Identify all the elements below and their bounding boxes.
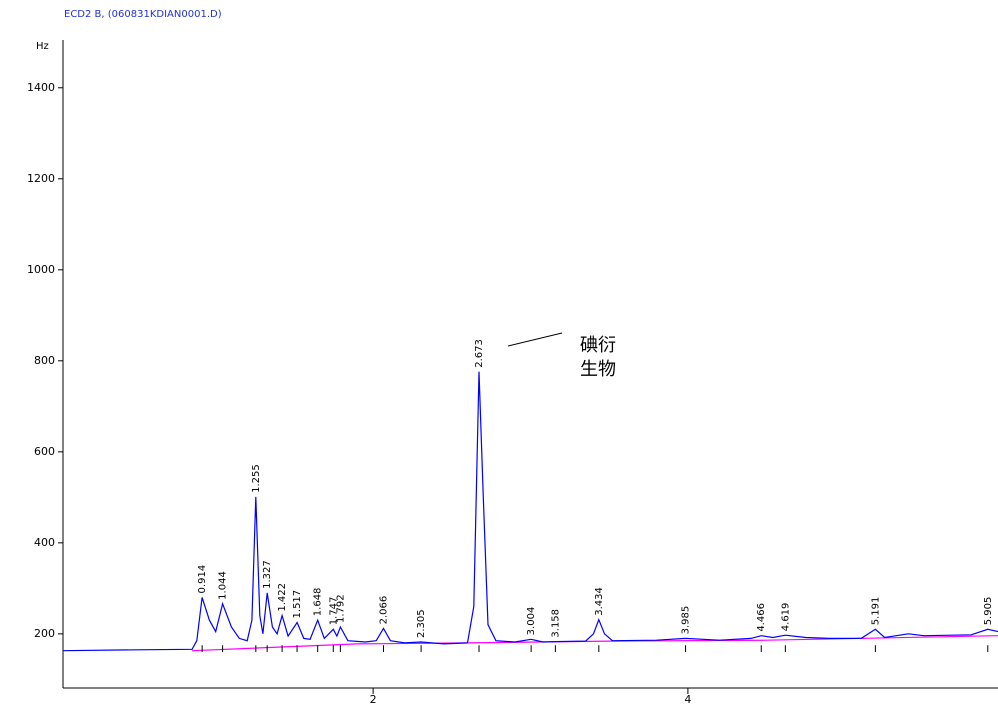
- peak-label: 1.648: [313, 588, 324, 617]
- peak-label: 5.191: [870, 597, 881, 626]
- annotation-text: 生物: [580, 359, 616, 380]
- peak-label: 2.066: [378, 596, 389, 625]
- annotation-text: 碘衍: [580, 335, 616, 356]
- y-tick-label: 600: [34, 445, 55, 458]
- y-tick-label: 1400: [27, 81, 55, 94]
- annotation-line: [507, 332, 563, 347]
- y-tick-label: 200: [34, 627, 55, 640]
- peak-label: 3.434: [594, 587, 605, 616]
- peak-label: 1.255: [251, 464, 262, 493]
- y-tick-label: 1000: [27, 263, 55, 276]
- x-tick-label: 4: [684, 693, 691, 705]
- peak-label: 1.422: [277, 583, 288, 612]
- y-tick-label: 400: [34, 536, 55, 549]
- peak-label: 2.305: [416, 609, 427, 638]
- peak-label: 1.517: [292, 590, 303, 619]
- peak-label: 1.747: [328, 597, 339, 626]
- y-tick-label: 1200: [27, 172, 55, 185]
- peak-label: 0.914: [197, 565, 208, 594]
- peak-label: 1.044: [218, 571, 229, 600]
- y-tick-label: 800: [34, 354, 55, 367]
- y-unit: Hz: [36, 41, 49, 52]
- peak-label: 3.985: [681, 606, 692, 635]
- trace: [62, 371, 998, 652]
- peak-label: 3.158: [550, 609, 561, 638]
- peak-label: 5.905: [983, 597, 994, 626]
- x-tick-label: 2: [370, 693, 377, 705]
- peak-label: 4.466: [756, 603, 767, 632]
- trace: [192, 635, 998, 652]
- peak-label: 2.673: [474, 339, 485, 368]
- peak-label: 4.619: [780, 603, 791, 632]
- peak-label: 3.004: [526, 607, 537, 636]
- peak-label: 1.327: [262, 560, 273, 589]
- chart-title: ECD2 B, (060831KDIAN0001.D): [64, 9, 222, 20]
- peak-label: 1.792: [335, 594, 346, 623]
